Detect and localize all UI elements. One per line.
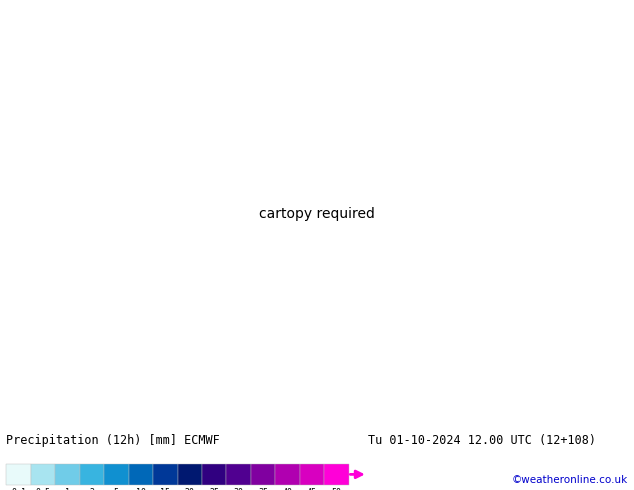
Text: ©weatheronline.co.uk: ©weatheronline.co.uk xyxy=(512,475,628,485)
Text: 0.1: 0.1 xyxy=(11,488,26,490)
Text: 5: 5 xyxy=(114,488,119,490)
Text: cartopy required: cartopy required xyxy=(259,207,375,221)
Bar xyxy=(55,464,80,485)
Bar xyxy=(80,464,104,485)
Bar xyxy=(6,464,31,485)
Bar xyxy=(275,464,300,485)
Text: 10: 10 xyxy=(136,488,146,490)
Text: 40: 40 xyxy=(283,488,292,490)
Text: 35: 35 xyxy=(258,488,268,490)
Text: Tu 01-10-2024 12.00 UTC (12+108): Tu 01-10-2024 12.00 UTC (12+108) xyxy=(368,434,596,447)
Bar xyxy=(31,464,55,485)
Bar xyxy=(226,464,251,485)
Text: 15: 15 xyxy=(160,488,171,490)
Bar xyxy=(202,464,226,485)
Text: 45: 45 xyxy=(307,488,317,490)
Text: 25: 25 xyxy=(209,488,219,490)
Text: 0.5: 0.5 xyxy=(36,488,51,490)
Bar xyxy=(324,464,349,485)
Bar xyxy=(300,464,324,485)
Bar xyxy=(178,464,202,485)
Text: 20: 20 xyxy=(184,488,195,490)
Text: 30: 30 xyxy=(234,488,243,490)
Bar xyxy=(153,464,178,485)
Text: 1: 1 xyxy=(65,488,70,490)
Bar xyxy=(104,464,129,485)
Bar xyxy=(251,464,275,485)
Text: 2: 2 xyxy=(89,488,94,490)
Bar xyxy=(129,464,153,485)
Text: 50: 50 xyxy=(332,488,342,490)
Text: Precipitation (12h) [mm] ECMWF: Precipitation (12h) [mm] ECMWF xyxy=(6,434,220,447)
